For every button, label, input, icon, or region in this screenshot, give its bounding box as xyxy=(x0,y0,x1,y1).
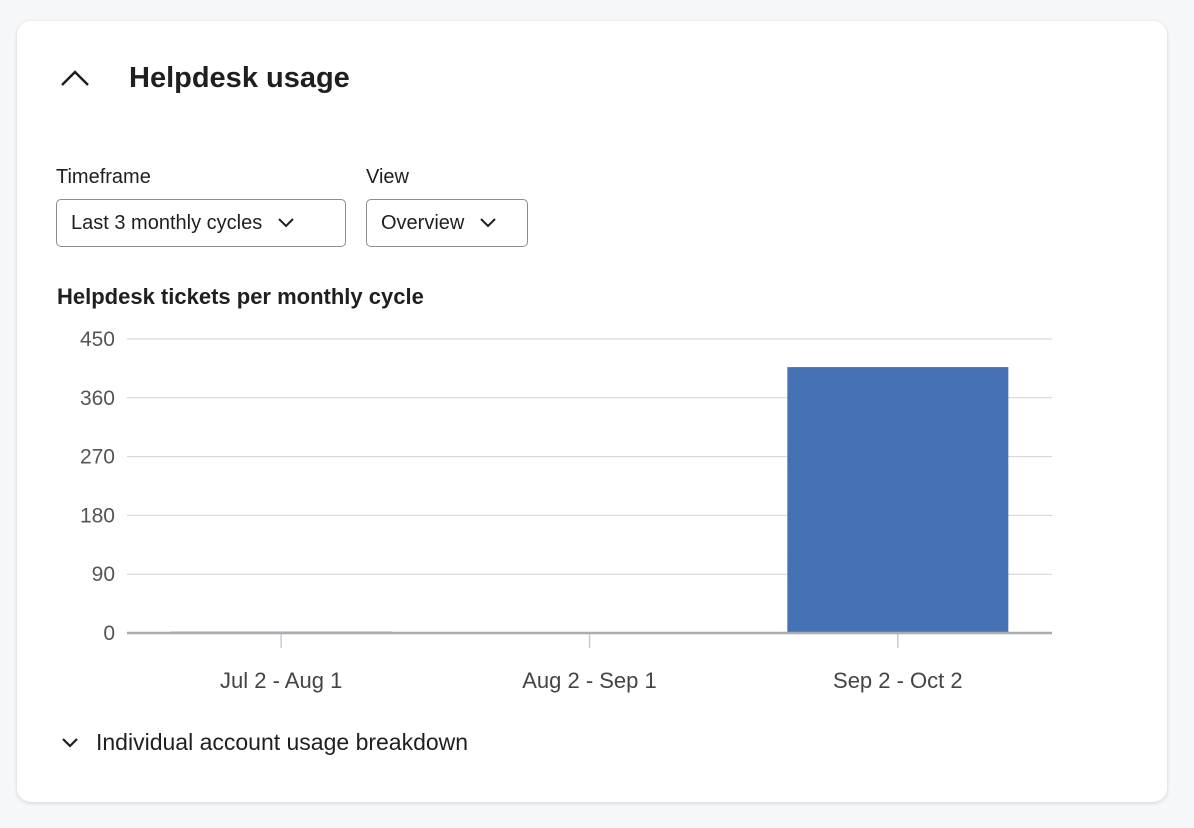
chevron-down-icon xyxy=(62,737,78,748)
chart-title: Helpdesk tickets per monthly cycle xyxy=(57,284,424,309)
account-breakdown-toggle[interactable]: Individual account usage breakdown xyxy=(62,729,468,756)
view-value: Overview xyxy=(381,211,465,234)
helpdesk-usage-card xyxy=(17,21,1167,802)
view-select[interactable]: Overview xyxy=(366,199,528,247)
chevron-down-icon xyxy=(278,218,294,228)
timeframe-value: Last 3 monthly cycles xyxy=(71,211,263,234)
chevron-down-icon xyxy=(480,218,497,228)
card-title: Helpdesk usage xyxy=(129,61,350,94)
breakdown-label: Individual account usage breakdown xyxy=(96,729,469,755)
collapse-button[interactable] xyxy=(55,58,95,98)
card-header: Helpdesk usage xyxy=(55,58,350,98)
timeframe-field: Timeframe Last 3 monthly cycles xyxy=(56,166,346,247)
view-label: View xyxy=(366,166,409,188)
timeframe-select[interactable]: Last 3 monthly cycles xyxy=(56,199,346,247)
timeframe-label: Timeframe xyxy=(56,166,151,188)
view-field: View Overview xyxy=(366,166,528,247)
chevron-up-icon xyxy=(61,70,89,86)
